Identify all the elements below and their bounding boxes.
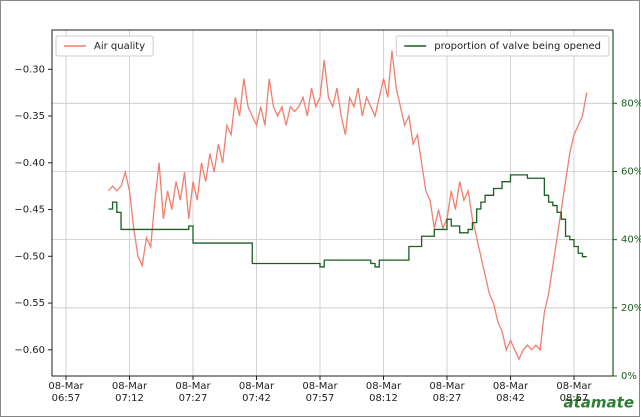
line <box>107 50 588 361</box>
y-tick-label: −0.30 <box>14 64 45 75</box>
y-tick-label: −0.35 <box>14 111 45 122</box>
x-tick-label: 08-Mar 08:27 <box>429 381 465 404</box>
x-tick-label: 08-Mar 06:57 <box>48 381 84 404</box>
x-tick-label: 08-Mar 07:57 <box>302 381 338 404</box>
y-tick-label: −0.60 <box>14 345 45 356</box>
legend-label: Air quality <box>94 41 145 52</box>
x-tick-label: 08-Mar 07:42 <box>238 381 275 404</box>
line <box>108 174 587 268</box>
legend-label: proportion of valve being opened <box>434 41 601 52</box>
legend-box <box>395 35 610 57</box>
y2-tick-label: 40% <box>621 235 641 246</box>
logo: atamate <box>563 394 634 412</box>
y-tick-label: −0.50 <box>14 251 45 262</box>
y2-tick-label: 60% <box>621 166 641 177</box>
y-tick-label: −0.55 <box>14 298 45 309</box>
x-tick-label: 08-Mar 07:27 <box>175 381 211 404</box>
y2-tick-label: 0% <box>621 371 637 382</box>
y-tick-label: −0.45 <box>14 205 45 216</box>
x-tick-label: 08-Mar 08:42 <box>492 381 529 404</box>
x-tick-label: 08-Mar 08:57 <box>556 381 592 404</box>
x-tick-label: 08-Mar 07:12 <box>111 381 148 404</box>
y2-tick-label: 80% <box>621 98 641 109</box>
y2-tick-label: 20% <box>621 303 641 314</box>
y-tick-label: −0.40 <box>14 158 45 169</box>
x-tick-label: 08-Mar 08:12 <box>365 381 402 404</box>
legend-box <box>55 35 154 57</box>
